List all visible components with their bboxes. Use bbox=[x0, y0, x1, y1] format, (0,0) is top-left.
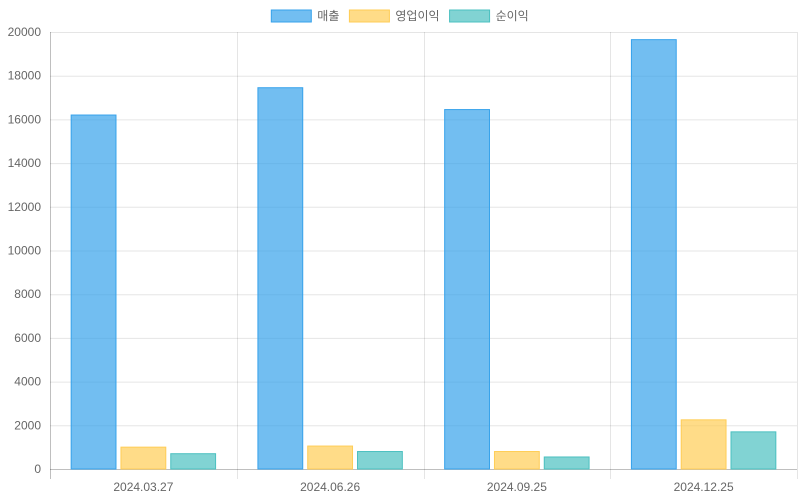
bar-operating-profit[interactable] bbox=[307, 445, 354, 470]
y-tick-label: 8000 bbox=[14, 287, 41, 301]
y-tick-label: 14000 bbox=[8, 156, 42, 170]
bar-revenue[interactable] bbox=[70, 114, 117, 470]
legend-swatch bbox=[348, 9, 390, 23]
legend-swatch bbox=[270, 9, 312, 23]
bar-operating-profit[interactable] bbox=[680, 419, 727, 470]
bar-net-profit[interactable] bbox=[170, 453, 217, 470]
y-tick-label: 16000 bbox=[8, 112, 42, 126]
bar-net-profit[interactable] bbox=[543, 456, 590, 470]
legend-item-operating-profit[interactable]: 영업이익 bbox=[348, 9, 440, 23]
bar-revenue[interactable] bbox=[444, 109, 490, 470]
x-tick-label: 2024.09.25 bbox=[487, 480, 547, 494]
legend-label: 순이익 bbox=[496, 9, 529, 23]
legend-swatch bbox=[449, 9, 491, 23]
y-tick-label: 10000 bbox=[8, 244, 42, 258]
axis-layer: 0 2000 4000 6000 8000 10000 12000 14000 16000 180… bbox=[8, 25, 734, 494]
x-tick-label: 2024.06.26 bbox=[300, 480, 360, 494]
legend: 매출 영업이익 순이익 bbox=[270, 9, 529, 23]
x-tick-label: 2024.03.27 bbox=[113, 480, 173, 494]
y-tick-label: 2000 bbox=[14, 418, 41, 432]
y-tick-label: 20000 bbox=[8, 25, 42, 39]
legend-label: 영업이익 bbox=[395, 9, 439, 23]
y-tick-label: 12000 bbox=[8, 200, 42, 214]
legend-item-net-profit[interactable]: 순이익 bbox=[449, 9, 529, 23]
x-tick-label: 2024.12.25 bbox=[674, 480, 734, 494]
bar-revenue[interactable] bbox=[630, 39, 677, 470]
grid-layer bbox=[50, 32, 798, 479]
y-tick-label: 18000 bbox=[8, 69, 42, 83]
bar-operating-profit[interactable] bbox=[120, 446, 167, 470]
y-tick-label: 6000 bbox=[14, 331, 41, 345]
y-tick-label: 0 bbox=[34, 462, 41, 476]
legend-item-revenue[interactable]: 매출 bbox=[270, 9, 339, 23]
bar-operating-profit[interactable] bbox=[493, 451, 540, 470]
bar-net-profit[interactable] bbox=[730, 431, 777, 470]
legend-label: 매출 bbox=[317, 9, 339, 23]
y-tick-label: 4000 bbox=[14, 375, 41, 389]
bars-layer bbox=[70, 39, 777, 470]
bar-revenue[interactable] bbox=[257, 87, 304, 470]
bar-net-profit[interactable] bbox=[357, 451, 403, 470]
